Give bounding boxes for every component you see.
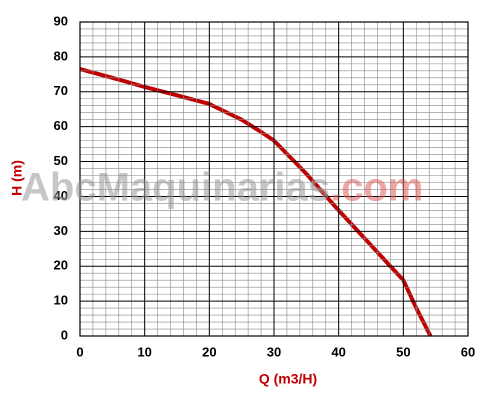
y-tick-label: 10 [54, 293, 68, 308]
y-axis-label: H (m) [9, 160, 25, 196]
y-tick-label: 20 [54, 258, 68, 273]
x-tick-label: 40 [331, 344, 345, 359]
y-tick-label: 70 [54, 83, 68, 98]
y-tick-label: 60 [54, 118, 68, 133]
y-tick-label: 90 [54, 13, 68, 28]
x-tick-label: 10 [137, 344, 151, 359]
x-axis-label: Q (m3/H) [259, 371, 317, 387]
y-tick-label: 40 [54, 188, 68, 203]
x-tick-label: 60 [461, 344, 475, 359]
y-tick-label: 80 [54, 48, 68, 63]
plot-border [79, 21, 469, 337]
watermark: AbcMaquinarias [21, 166, 330, 210]
x-tick-label: 30 [267, 344, 281, 359]
x-tick-label: 0 [76, 344, 83, 359]
y-tick-label: 0 [61, 327, 68, 342]
y-tick-label: 50 [54, 153, 68, 168]
plot: 0 10 20 30 40 50 60 0 10 20 30 40 50 60 70 80 90 [54, 13, 476, 359]
y-tick-label: 30 [54, 223, 68, 238]
watermark: .com [330, 166, 423, 210]
x-tick-label: 50 [396, 344, 410, 359]
x-tick-label: 20 [202, 344, 216, 359]
